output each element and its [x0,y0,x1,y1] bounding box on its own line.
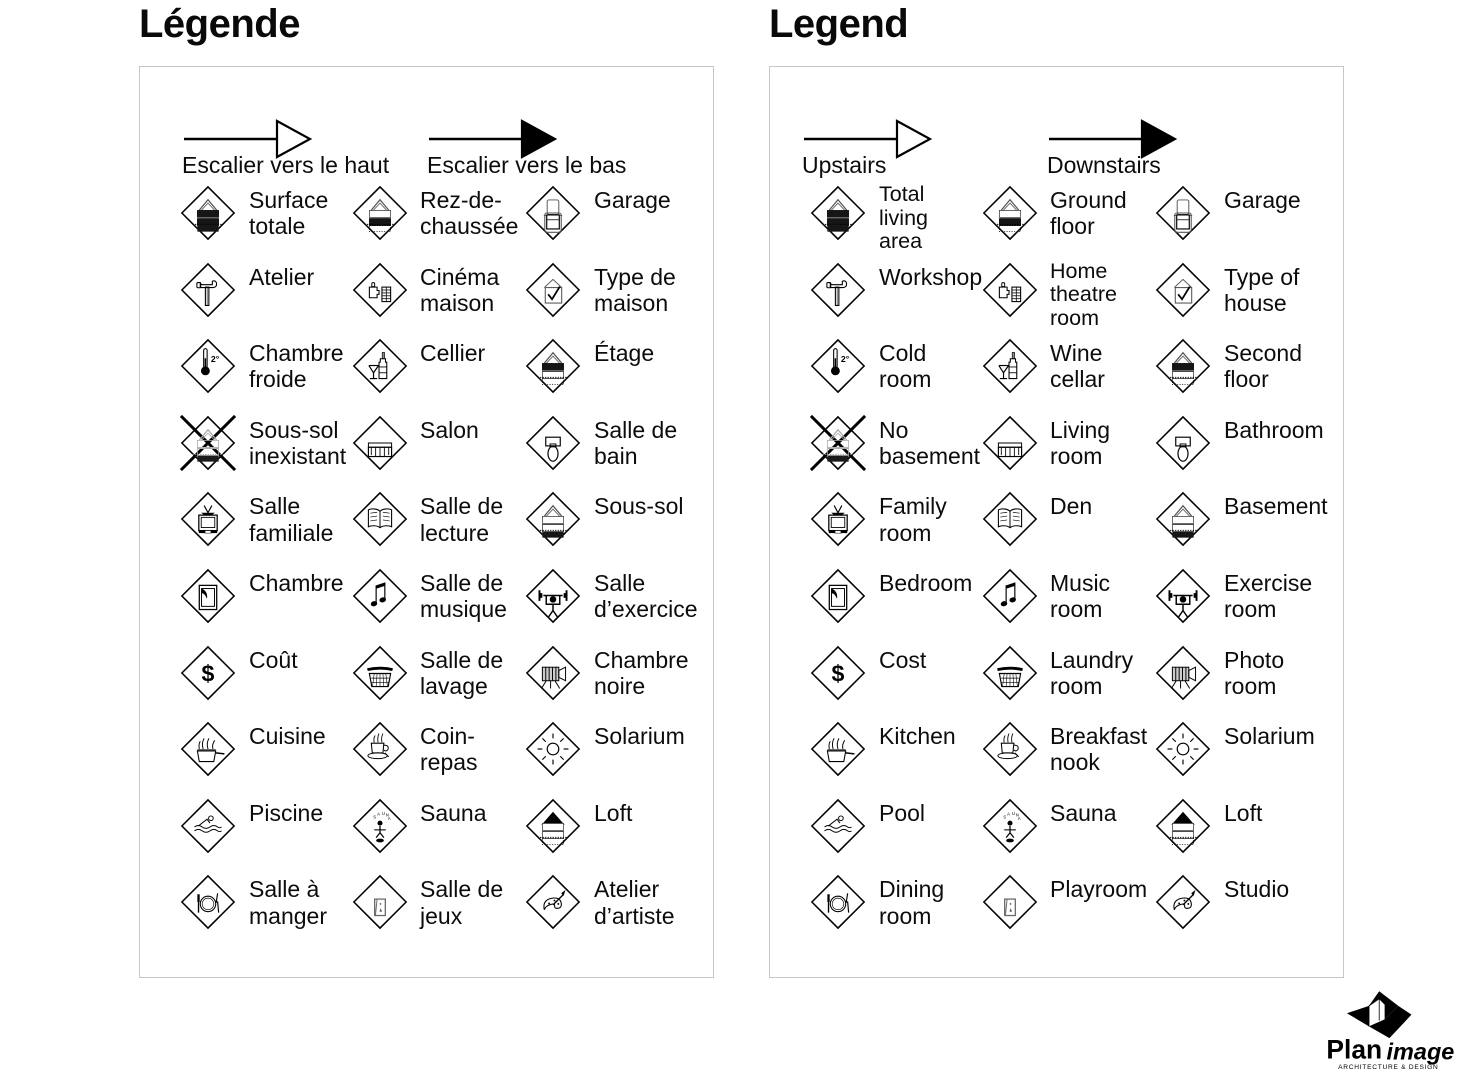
svg-text:U: U [382,811,385,816]
svg-text:A: A [1018,816,1021,821]
svg-text:A: A [1007,811,1010,816]
svg-text:Plan: Plan [1326,1035,1382,1065]
svg-text:A: A [377,811,380,816]
svg-text:image: image [1387,1038,1455,1064]
svg-text:$: $ [832,660,845,686]
svg-text:$: $ [202,660,215,686]
svg-text:A: A [388,816,391,821]
svg-text:ARCHITECTURE & DESIGN: ARCHITECTURE & DESIGN [1338,1064,1438,1071]
svg-text:U: U [1012,811,1015,816]
svg-text:2°: 2° [841,354,850,364]
svg-text:S: S [373,814,376,819]
svg-text:2°: 2° [211,354,220,364]
svg-text:S: S [1003,814,1006,819]
